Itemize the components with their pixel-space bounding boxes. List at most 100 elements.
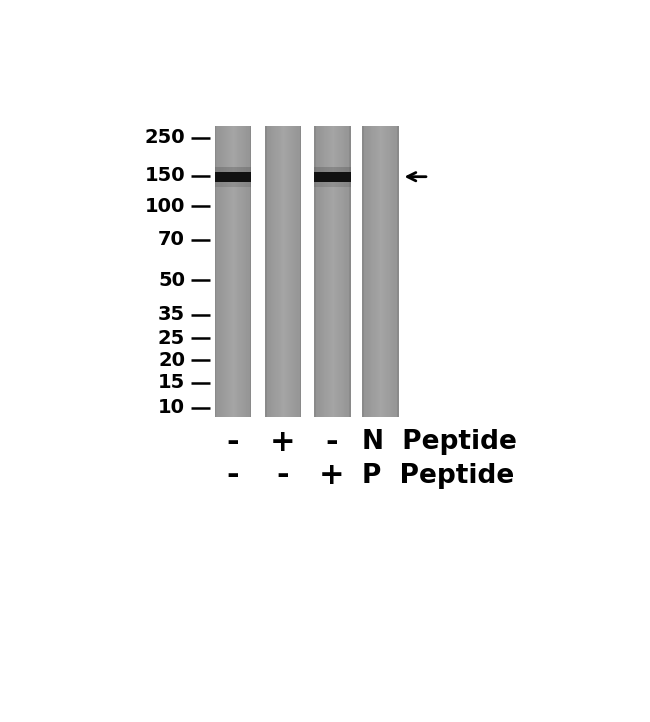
Bar (321, 126, 322, 417)
Bar (292, 126, 293, 417)
Text: 10: 10 (158, 399, 185, 417)
Bar (249, 126, 250, 417)
Bar (296, 126, 297, 417)
Bar (326, 126, 327, 417)
Bar (382, 126, 384, 417)
Bar (234, 126, 235, 417)
Bar (272, 126, 273, 417)
Bar (337, 126, 338, 417)
Bar (290, 126, 291, 417)
Bar (329, 126, 330, 417)
Bar (318, 126, 319, 417)
Bar (376, 126, 377, 417)
Bar (395, 126, 396, 417)
Text: 70: 70 (158, 230, 185, 249)
Bar (322, 126, 324, 417)
Text: 20: 20 (158, 351, 185, 370)
Bar (391, 126, 392, 417)
Bar (239, 126, 240, 417)
Bar (379, 126, 380, 417)
Bar (226, 126, 227, 417)
Bar (393, 126, 394, 417)
Bar (242, 126, 243, 417)
Bar (214, 172, 251, 182)
Bar (319, 126, 320, 417)
Bar (364, 126, 365, 417)
Bar (368, 126, 369, 417)
Bar (278, 126, 279, 417)
Bar (240, 126, 241, 417)
Bar (367, 126, 368, 417)
Bar (214, 126, 216, 417)
Bar (339, 126, 340, 417)
Bar (336, 126, 337, 417)
Text: 250: 250 (144, 129, 185, 147)
Bar (371, 126, 372, 417)
Bar (285, 126, 286, 417)
Bar (282, 126, 283, 417)
Bar (315, 126, 316, 417)
Text: 100: 100 (145, 196, 185, 216)
Bar (347, 126, 348, 417)
Text: +: + (270, 428, 295, 457)
Text: 50: 50 (158, 271, 185, 290)
Text: -: - (227, 461, 239, 490)
Bar (288, 126, 289, 417)
Bar (340, 126, 341, 417)
Bar (214, 167, 251, 172)
Bar (384, 126, 385, 417)
Bar (275, 126, 276, 417)
Bar (220, 126, 221, 417)
Text: -: - (276, 461, 289, 490)
Bar (216, 126, 218, 417)
Text: +: + (318, 461, 344, 490)
Bar (392, 126, 393, 417)
Bar (246, 126, 248, 417)
Text: -: - (227, 428, 239, 457)
Bar (219, 126, 220, 417)
Bar (370, 126, 371, 417)
Bar (365, 126, 366, 417)
Bar (276, 126, 277, 417)
Bar (287, 126, 288, 417)
Bar (270, 126, 272, 417)
Text: N  Peptide: N Peptide (362, 430, 517, 456)
Bar (237, 126, 239, 417)
Bar (280, 126, 281, 417)
Bar (227, 126, 228, 417)
Bar (274, 126, 275, 417)
Bar (298, 126, 300, 417)
Bar (250, 126, 251, 417)
Bar (214, 126, 216, 417)
Bar (362, 126, 363, 417)
Bar (315, 167, 351, 172)
Bar (385, 126, 386, 417)
Bar (343, 126, 344, 417)
Bar (243, 126, 244, 417)
Bar (332, 126, 333, 417)
Bar (348, 126, 349, 417)
Bar (330, 126, 331, 417)
Bar (227, 126, 228, 417)
Text: 150: 150 (144, 166, 185, 185)
Bar (315, 182, 351, 187)
Bar (300, 126, 302, 417)
Bar (324, 126, 326, 417)
Bar (295, 126, 296, 417)
Bar (335, 126, 336, 417)
Bar (333, 126, 335, 417)
Bar (375, 126, 376, 417)
Bar (266, 126, 267, 417)
Bar (279, 126, 280, 417)
Bar (222, 126, 223, 417)
Bar (362, 126, 364, 417)
Bar (374, 126, 375, 417)
Bar (265, 126, 266, 417)
Bar (229, 126, 230, 417)
Bar (228, 126, 229, 417)
Bar (378, 126, 379, 417)
Text: 35: 35 (158, 305, 185, 324)
Bar (320, 126, 321, 417)
Bar (394, 126, 395, 417)
Bar (331, 126, 332, 417)
